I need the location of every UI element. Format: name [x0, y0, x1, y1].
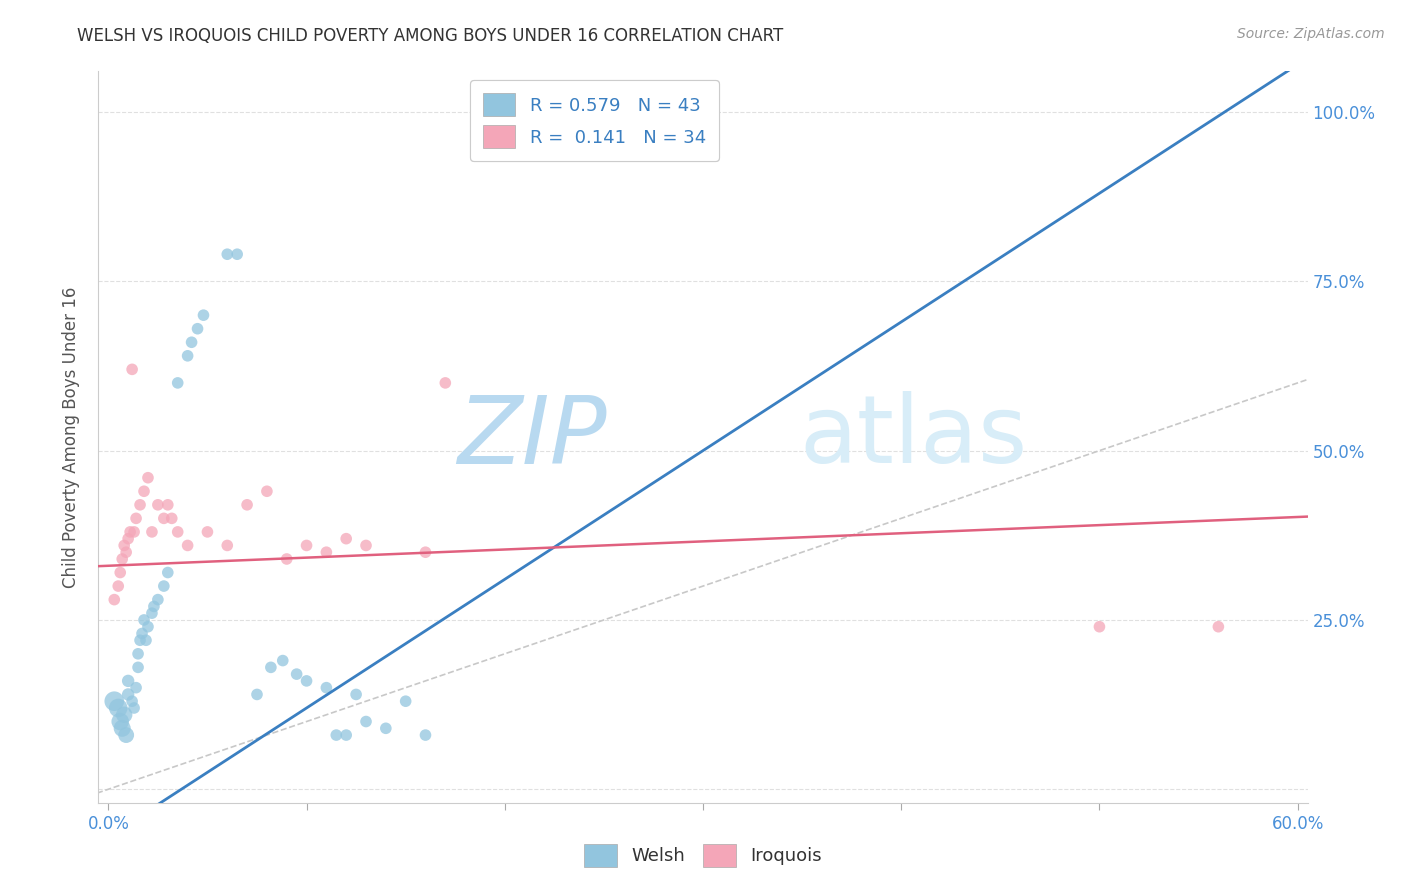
Point — [129, 498, 152, 512]
Point — [117, 532, 139, 546]
Point — [1088, 620, 1111, 634]
Point — [217, 538, 239, 552]
Point — [374, 721, 396, 735]
Point — [236, 498, 259, 512]
Point — [325, 728, 347, 742]
Point — [1208, 620, 1230, 634]
Point — [246, 688, 269, 702]
Point — [156, 566, 179, 580]
Point — [115, 728, 138, 742]
Y-axis label: Child Poverty Among Boys Under 16: Child Poverty Among Boys Under 16 — [62, 286, 80, 588]
Point — [256, 484, 278, 499]
Point — [271, 654, 294, 668]
Point — [132, 484, 155, 499]
Point — [166, 524, 188, 539]
Point — [146, 592, 169, 607]
Point — [127, 647, 149, 661]
Point — [166, 376, 188, 390]
Point — [226, 247, 249, 261]
Point — [315, 545, 337, 559]
Point — [344, 688, 367, 702]
Point — [153, 511, 176, 525]
Point — [142, 599, 165, 614]
Point — [186, 322, 208, 336]
Point — [354, 714, 377, 729]
Point — [110, 566, 132, 580]
Point — [122, 524, 145, 539]
Point — [295, 538, 318, 552]
Point — [141, 524, 163, 539]
Point — [112, 538, 135, 552]
Point — [285, 667, 308, 681]
Text: atlas: atlas — [800, 391, 1028, 483]
Point — [217, 247, 239, 261]
Point — [117, 688, 139, 702]
Point — [136, 620, 159, 634]
Point — [276, 552, 298, 566]
Point — [121, 694, 143, 708]
Point — [110, 714, 132, 729]
Point — [131, 626, 153, 640]
Point — [111, 721, 134, 735]
Point — [112, 707, 135, 722]
Point — [117, 673, 139, 688]
Point — [176, 538, 198, 552]
Point — [141, 606, 163, 620]
Point — [176, 349, 198, 363]
Point — [121, 362, 143, 376]
Text: ZIP: ZIP — [457, 392, 606, 483]
Point — [103, 694, 125, 708]
Text: WELSH VS IROQUOIS CHILD POVERTY AMONG BOYS UNDER 16 CORRELATION CHART: WELSH VS IROQUOIS CHILD POVERTY AMONG BO… — [77, 27, 783, 45]
Point — [132, 613, 155, 627]
Point — [125, 681, 148, 695]
Point — [146, 498, 169, 512]
Point — [125, 511, 148, 525]
Point — [153, 579, 176, 593]
Point — [156, 498, 179, 512]
Point — [193, 308, 215, 322]
Point — [129, 633, 152, 648]
Point — [335, 532, 357, 546]
Point — [415, 545, 437, 559]
Point — [315, 681, 337, 695]
Point — [197, 524, 219, 539]
Legend: Welsh, Iroquois: Welsh, Iroquois — [576, 837, 830, 874]
Point — [180, 335, 202, 350]
Point — [260, 660, 283, 674]
Point — [136, 471, 159, 485]
Point — [135, 633, 157, 648]
Point — [295, 673, 318, 688]
Point — [335, 728, 357, 742]
Point — [127, 660, 149, 674]
Point — [434, 376, 457, 390]
Point — [115, 545, 138, 559]
Legend: R = 0.579   N = 43, R =  0.141   N = 34: R = 0.579 N = 43, R = 0.141 N = 34 — [470, 80, 718, 161]
Point — [107, 701, 129, 715]
Text: Source: ZipAtlas.com: Source: ZipAtlas.com — [1237, 27, 1385, 41]
Point — [415, 728, 437, 742]
Point — [395, 694, 418, 708]
Point — [160, 511, 183, 525]
Point — [120, 524, 142, 539]
Point — [111, 552, 134, 566]
Point — [122, 701, 145, 715]
Point — [103, 592, 125, 607]
Point — [354, 538, 377, 552]
Point — [107, 579, 129, 593]
